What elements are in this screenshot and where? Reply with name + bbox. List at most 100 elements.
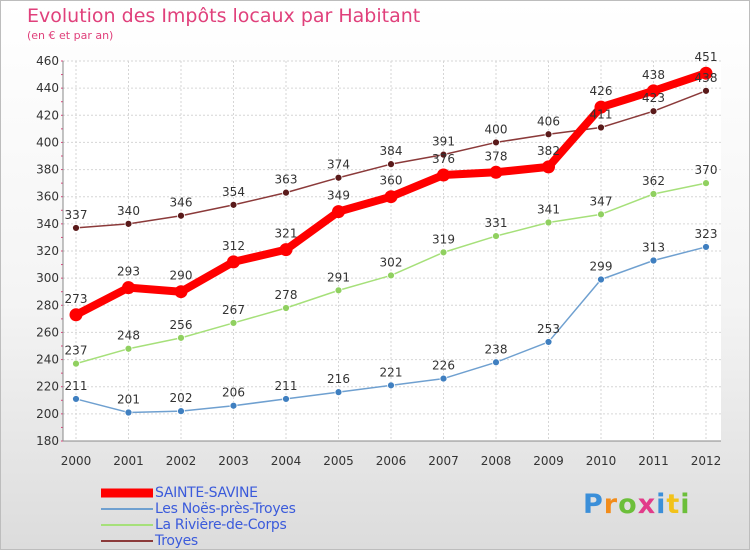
data-point	[544, 218, 553, 227]
y-tick-label: 300	[36, 271, 59, 285]
data-label: 340	[117, 204, 140, 218]
data-label: 362	[642, 174, 665, 188]
chart-subtitle: (en € et par an)	[27, 29, 114, 42]
data-point	[174, 285, 188, 299]
legend-item: Troyes	[101, 533, 361, 549]
data-label: 312	[222, 239, 245, 253]
data-point	[229, 200, 238, 209]
data-point	[282, 395, 290, 403]
data-label: 406	[537, 114, 560, 128]
y-tick-label: 180	[36, 434, 59, 448]
x-tick-label: 2002	[166, 454, 197, 468]
data-label: 438	[695, 71, 718, 85]
data-label: 226	[432, 359, 455, 373]
data-label: 267	[222, 303, 245, 317]
logo-letter: P	[583, 489, 604, 520]
data-point	[282, 188, 290, 197]
y-tick-label: 260	[36, 325, 59, 339]
data-label: 291	[327, 270, 350, 284]
data-label: 423	[642, 91, 665, 105]
data-label: 237	[65, 344, 88, 358]
data-point	[72, 224, 80, 232]
data-point	[597, 123, 605, 132]
legend-item: La Rivière-de-Corps	[101, 517, 361, 533]
data-point	[597, 210, 605, 219]
data-label: 426	[590, 84, 613, 98]
data-point	[439, 374, 448, 383]
data-label: 438	[642, 68, 665, 82]
y-tick-label: 320	[36, 244, 59, 258]
legend-item: Les Noës-près-Troyes	[101, 501, 361, 517]
data-point	[334, 388, 343, 397]
data-point	[647, 84, 660, 98]
data-point	[702, 179, 710, 188]
data-label: 323	[695, 227, 718, 241]
data-point	[542, 160, 555, 174]
x-tick-label: 2006	[376, 454, 407, 468]
data-point	[544, 130, 553, 139]
x-tick-label: 2012	[691, 454, 722, 468]
data-point	[72, 359, 80, 368]
data-point	[177, 211, 185, 220]
data-point	[227, 255, 240, 269]
data-label: 411	[590, 108, 613, 122]
data-label: 400	[485, 122, 508, 136]
y-tick-label: 440	[36, 81, 59, 95]
logo-letter: t	[666, 489, 681, 520]
data-label: 347	[590, 194, 613, 208]
data-point	[279, 243, 293, 257]
data-point	[177, 333, 185, 342]
data-label: 360	[380, 174, 403, 188]
data-point	[437, 168, 450, 182]
data-point	[492, 138, 500, 147]
data-point	[489, 165, 503, 179]
x-tick-label: 2009	[533, 454, 564, 468]
legend-label: La Rivière-de-Corps	[155, 517, 287, 533]
data-label: 331	[485, 216, 508, 230]
x-tick-label: 2001	[113, 454, 144, 468]
x-tick-label: 2008	[481, 454, 512, 468]
data-point	[702, 243, 710, 251]
data-point	[439, 248, 448, 257]
data-point	[649, 190, 658, 198]
logo-letter: i	[680, 489, 691, 520]
data-point	[387, 381, 395, 390]
logo-letter: r	[603, 489, 619, 520]
data-point	[384, 190, 398, 204]
data-label: 319	[432, 232, 455, 246]
y-tick-label: 380	[36, 163, 59, 177]
data-label: 382	[537, 144, 560, 158]
x-tick-label: 2004	[271, 454, 302, 468]
y-tick-label: 240	[36, 353, 59, 367]
data-label: 216	[327, 372, 350, 386]
data-point	[649, 256, 658, 265]
data-point	[492, 358, 500, 367]
x-tick-label: 2003	[218, 454, 249, 468]
data-point	[124, 408, 133, 417]
chart-legend: SAINTE-SAVINE Les Noës-près-Troyes La Rivi…	[101, 485, 361, 549]
data-label: 293	[117, 265, 140, 279]
data-label: 273	[65, 292, 88, 306]
data-point	[122, 281, 135, 295]
data-label: 278	[275, 288, 298, 302]
x-tick-label: 2011	[638, 454, 669, 468]
data-label: 211	[65, 379, 88, 393]
y-tick-label: 400	[36, 135, 59, 149]
data-label: 202	[170, 391, 193, 405]
data-label: 248	[117, 329, 140, 343]
legend-swatch	[101, 524, 153, 526]
data-label: 341	[537, 203, 560, 217]
x-tick-label: 2010	[586, 454, 617, 468]
legend-swatch	[101, 540, 153, 542]
data-label: 321	[275, 227, 298, 241]
data-label: 211	[275, 379, 298, 393]
data-label: 299	[590, 260, 613, 274]
data-point	[702, 86, 710, 95]
data-label: 290	[170, 269, 193, 283]
data-label: 349	[327, 189, 350, 203]
y-tick-label: 220	[36, 380, 59, 394]
logo-letter: o	[618, 489, 638, 520]
data-label: 256	[170, 318, 193, 332]
